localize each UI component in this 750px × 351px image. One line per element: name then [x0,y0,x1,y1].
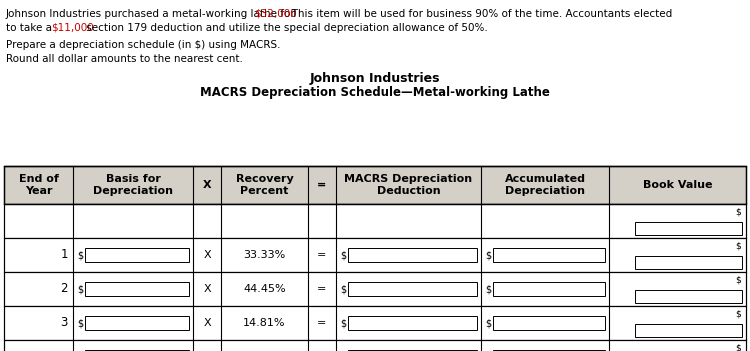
Text: . This item will be used for business 90% of the time. Accountants elected: . This item will be used for business 90… [286,9,673,19]
Bar [635,290,742,303]
Bar [4,272,746,306]
Text: X: X [203,284,211,294]
Bar [493,350,605,351]
Bar [635,324,742,337]
Text: $32,000: $32,000 [254,9,297,19]
Text: $: $ [340,284,346,294]
Bar [635,256,742,269]
Bar [4,306,746,340]
Bar [348,350,477,351]
Text: $: $ [735,309,741,318]
Text: 2: 2 [61,283,68,296]
Text: $: $ [77,250,83,260]
Text: $: $ [77,284,83,294]
Text: =: = [317,318,327,328]
Text: $: $ [485,318,491,328]
Text: 1: 1 [61,249,68,261]
Text: $: $ [735,207,741,216]
Bar [635,223,742,235]
Text: $: $ [340,250,346,260]
Text: MACRS Depreciation Schedule—Metal-working Lathe: MACRS Depreciation Schedule—Metal-workin… [200,86,550,99]
Text: $: $ [735,241,741,250]
Text: X: X [203,318,211,328]
Bar [85,282,189,296]
Text: Book Value: Book Value [643,180,712,190]
Text: $: $ [735,275,741,284]
Text: Accumulated
Depreciation: Accumulated Depreciation [505,174,586,196]
Bar [4,238,746,272]
Text: MACRS Depreciation
Deduction: MACRS Depreciation Deduction [344,174,472,196]
Text: $: $ [485,250,491,260]
Text: Prepare a depreciation schedule (in $) using MACRS.: Prepare a depreciation schedule (in $) u… [6,40,280,50]
Text: =: = [317,284,327,294]
Text: Johnson Industries purchased a metal-working lathe for: Johnson Industries purchased a metal-wor… [6,9,299,19]
Bar [4,204,746,238]
Text: $: $ [485,284,491,294]
Bar [493,316,605,330]
Text: Round all dollar amounts to the nearest cent.: Round all dollar amounts to the nearest … [6,54,243,64]
Text: 3: 3 [61,317,68,330]
Text: End of
Year: End of Year [19,174,58,196]
Bar [4,166,746,204]
Text: $: $ [735,343,741,351]
Text: to take a: to take a [6,23,56,33]
Bar [85,350,189,351]
Text: 44.45%: 44.45% [243,284,286,294]
Text: X: X [203,250,211,260]
Bar [493,248,605,262]
Bar [85,248,189,262]
Text: =: = [317,180,327,190]
Text: section 179 deduction and utilize the special depreciation allowance of 50%.: section 179 deduction and utilize the sp… [82,23,488,33]
Text: Johnson Industries: Johnson Industries [310,72,440,85]
Text: 33.33%: 33.33% [243,250,286,260]
Text: $11,000: $11,000 [51,23,94,33]
Bar [493,282,605,296]
Text: X: X [202,180,211,190]
Text: $: $ [340,318,346,328]
Text: Basis for
Depreciation: Basis for Depreciation [93,174,173,196]
Bar [348,282,477,296]
Text: 14.81%: 14.81% [243,318,286,328]
Bar [348,316,477,330]
Bar [348,248,477,262]
Text: =: = [317,250,327,260]
Text: Recovery
Percent: Recovery Percent [236,174,293,196]
Bar [4,340,746,351]
Text: $: $ [77,318,83,328]
Bar [85,316,189,330]
